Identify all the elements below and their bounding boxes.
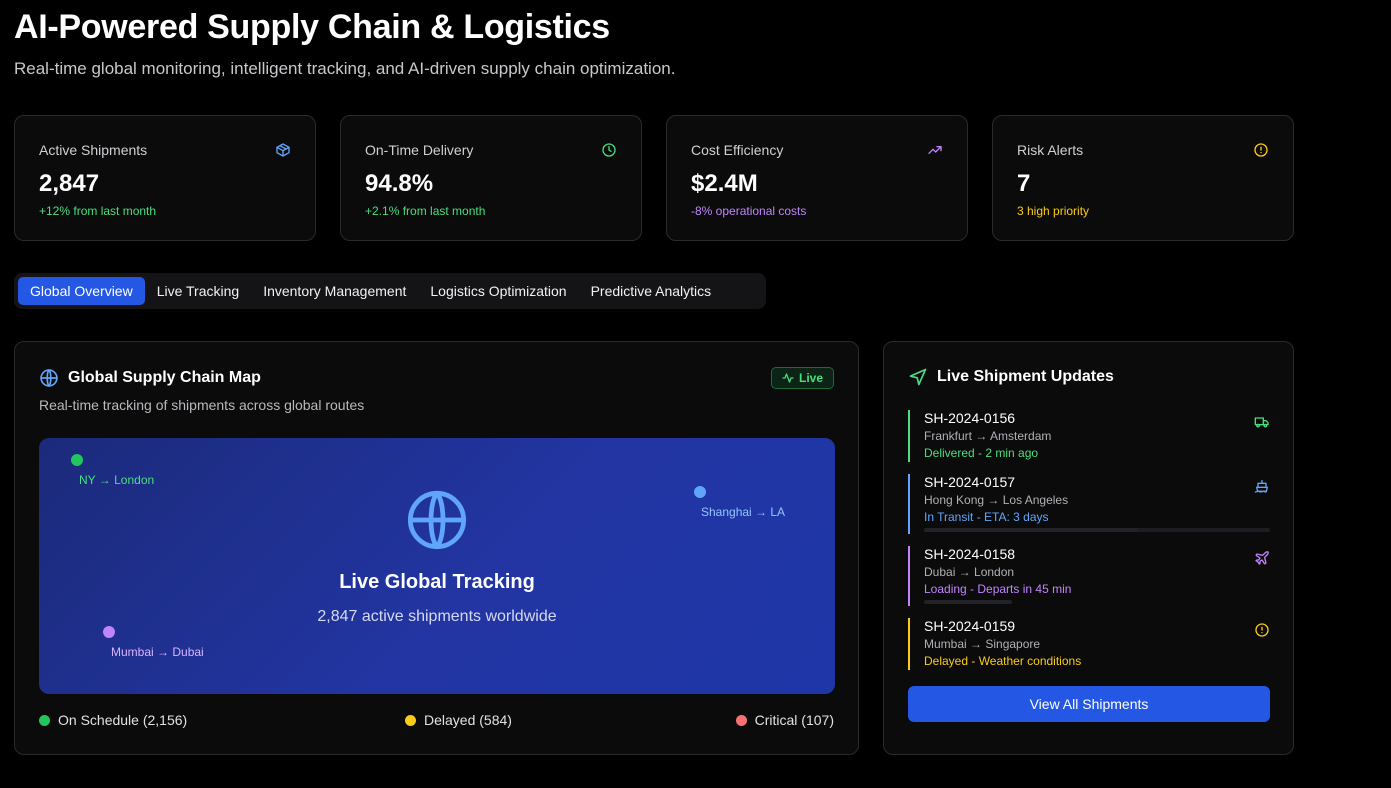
globe-icon — [40, 369, 58, 387]
alert-circle-icon — [1254, 143, 1268, 157]
global-map-panel: Global Supply Chain Map Live Real-time t… — [14, 341, 859, 755]
shipment-id: SH-2024-0157 — [924, 474, 1016, 490]
shipment-status: In Transit - ETA: 3 days — [924, 510, 1049, 524]
stat-value: $2.4M — [691, 170, 758, 197]
clock-icon — [602, 143, 616, 157]
shipment-item[interactable]: SH-2024-0158 Dubai → London Loading - De… — [908, 546, 1270, 606]
navigation-icon — [909, 368, 927, 386]
shipment-id: SH-2024-0159 — [924, 618, 1016, 634]
shipment-status: Delayed - Weather conditions — [924, 654, 1082, 668]
legend-label: Critical (107) — [754, 712, 834, 728]
legend-on-schedule: On Schedule (2,156) — [39, 712, 187, 728]
updates-panel-title: Live Shipment Updates — [908, 367, 1114, 387]
map-panel-title: Global Supply Chain Map — [39, 368, 261, 388]
shipment-item[interactable]: SH-2024-0157 Hong Kong → Los Angeles In … — [908, 474, 1270, 534]
page-subtitle: Real-time global monitoring, intelligent… — [14, 59, 676, 78]
stat-card-active-shipments: Active Shipments 2,847 +12% from last mo… — [14, 115, 316, 241]
shipment-item[interactable]: SH-2024-0156 Frankfurt → Amsterdam Deliv… — [908, 410, 1270, 462]
map-area[interactable]: NY → London Shanghai → LA Mumbai → Dubai… — [39, 438, 835, 694]
tab-logistics-optimization[interactable]: Logistics Optimization — [430, 283, 567, 299]
map-route-label: NY → London — [79, 473, 155, 487]
map-marker-ny-london[interactable] — [71, 454, 83, 466]
updates-panel-title-text: Live Shipment Updates — [937, 368, 1114, 385]
view-all-shipments-button[interactable]: View All Shipments — [908, 686, 1270, 722]
alert-circle-icon — [1255, 623, 1269, 637]
shipment-progress — [924, 600, 1012, 604]
legend-dot — [405, 714, 416, 726]
plane-icon — [1255, 551, 1269, 565]
ship-icon — [1254, 480, 1268, 493]
live-badge: Live — [770, 367, 834, 389]
stat-label: Risk Alerts — [1017, 142, 1084, 158]
legend-critical: Critical (107) — [735, 712, 834, 728]
stat-card-on-time-delivery: On-Time Delivery 94.8% +2.1% from last m… — [340, 115, 642, 241]
map-route-label: Shanghai → LA — [701, 505, 786, 519]
shipment-status: Delivered - 2 min ago — [924, 446, 1039, 460]
stat-card-risk-alerts: Risk Alerts 7 3 high priority — [992, 115, 1294, 241]
shipment-route: Mumbai → Singapore — [924, 637, 1041, 651]
stat-value: 94.8% — [365, 170, 434, 197]
stat-label: On-Time Delivery — [365, 142, 474, 158]
map-heading: Live Global Tracking — [339, 571, 535, 593]
stat-note: -8% operational costs — [691, 204, 807, 218]
tab-global-overview[interactable]: Global Overview — [18, 277, 145, 305]
stat-note: 3 high priority — [1017, 204, 1090, 218]
stat-label: Active Shipments — [39, 142, 148, 158]
map-count: 2,847 active shipments worldwide — [317, 608, 557, 625]
progress-fill — [924, 528, 1139, 532]
shipment-route: Hong Kong → Los Angeles — [924, 493, 1069, 507]
shipment-id: SH-2024-0158 — [924, 546, 1016, 562]
stat-note: +12% from last month — [39, 204, 157, 218]
legend-dot — [39, 714, 50, 726]
globe-icon — [407, 490, 467, 550]
tab-live-tracking[interactable]: Live Tracking — [156, 283, 240, 299]
shipment-status: Loading - Departs in 45 min — [924, 582, 1072, 596]
map-panel-subtitle: Real-time tracking of shipments across g… — [39, 397, 365, 413]
shipment-route: Frankfurt → Amsterdam — [924, 429, 1052, 443]
live-updates-panel: Live Shipment Updates SH-2024-0156 Frank… — [883, 341, 1294, 755]
activity-icon — [782, 373, 794, 383]
legend-label: Delayed (584) — [424, 712, 512, 728]
page-title: AI-Powered Supply Chain & Logistics — [14, 8, 610, 46]
tab-inventory-management[interactable]: Inventory Management — [263, 283, 407, 299]
stat-note: +2.1% from last month — [365, 204, 486, 218]
map-panel-title-text: Global Supply Chain Map — [68, 369, 261, 386]
truck-icon — [1254, 417, 1269, 428]
legend-label: On Schedule (2,156) — [58, 712, 188, 728]
legend-dot — [735, 714, 747, 726]
stat-value: 7 — [1017, 170, 1031, 197]
stat-label: Cost Efficiency — [691, 142, 784, 158]
shipment-item[interactable]: SH-2024-0159 Mumbai → Singapore Delayed … — [908, 618, 1270, 670]
legend-delayed: Delayed (584) — [405, 712, 512, 728]
map-marker-mumbai-dubai[interactable] — [103, 626, 115, 638]
map-marker-shanghai-la[interactable] — [694, 486, 706, 498]
live-badge-label: Live — [798, 371, 823, 385]
package-icon — [276, 143, 290, 157]
map-route-label: Mumbai → Dubai — [111, 645, 204, 659]
trending-up-icon — [928, 146, 942, 154]
stat-value: 2,847 — [39, 170, 100, 197]
shipment-progress — [924, 528, 1270, 532]
shipment-id: SH-2024-0156 — [924, 410, 1016, 426]
shipment-route: Dubai → London — [924, 565, 1015, 579]
tab-bar: Global Overview Live Tracking Inventory … — [14, 273, 766, 309]
tab-predictive-analytics[interactable]: Predictive Analytics — [590, 283, 712, 299]
stat-card-cost-efficiency: Cost Efficiency $2.4M -8% operational co… — [666, 115, 968, 241]
